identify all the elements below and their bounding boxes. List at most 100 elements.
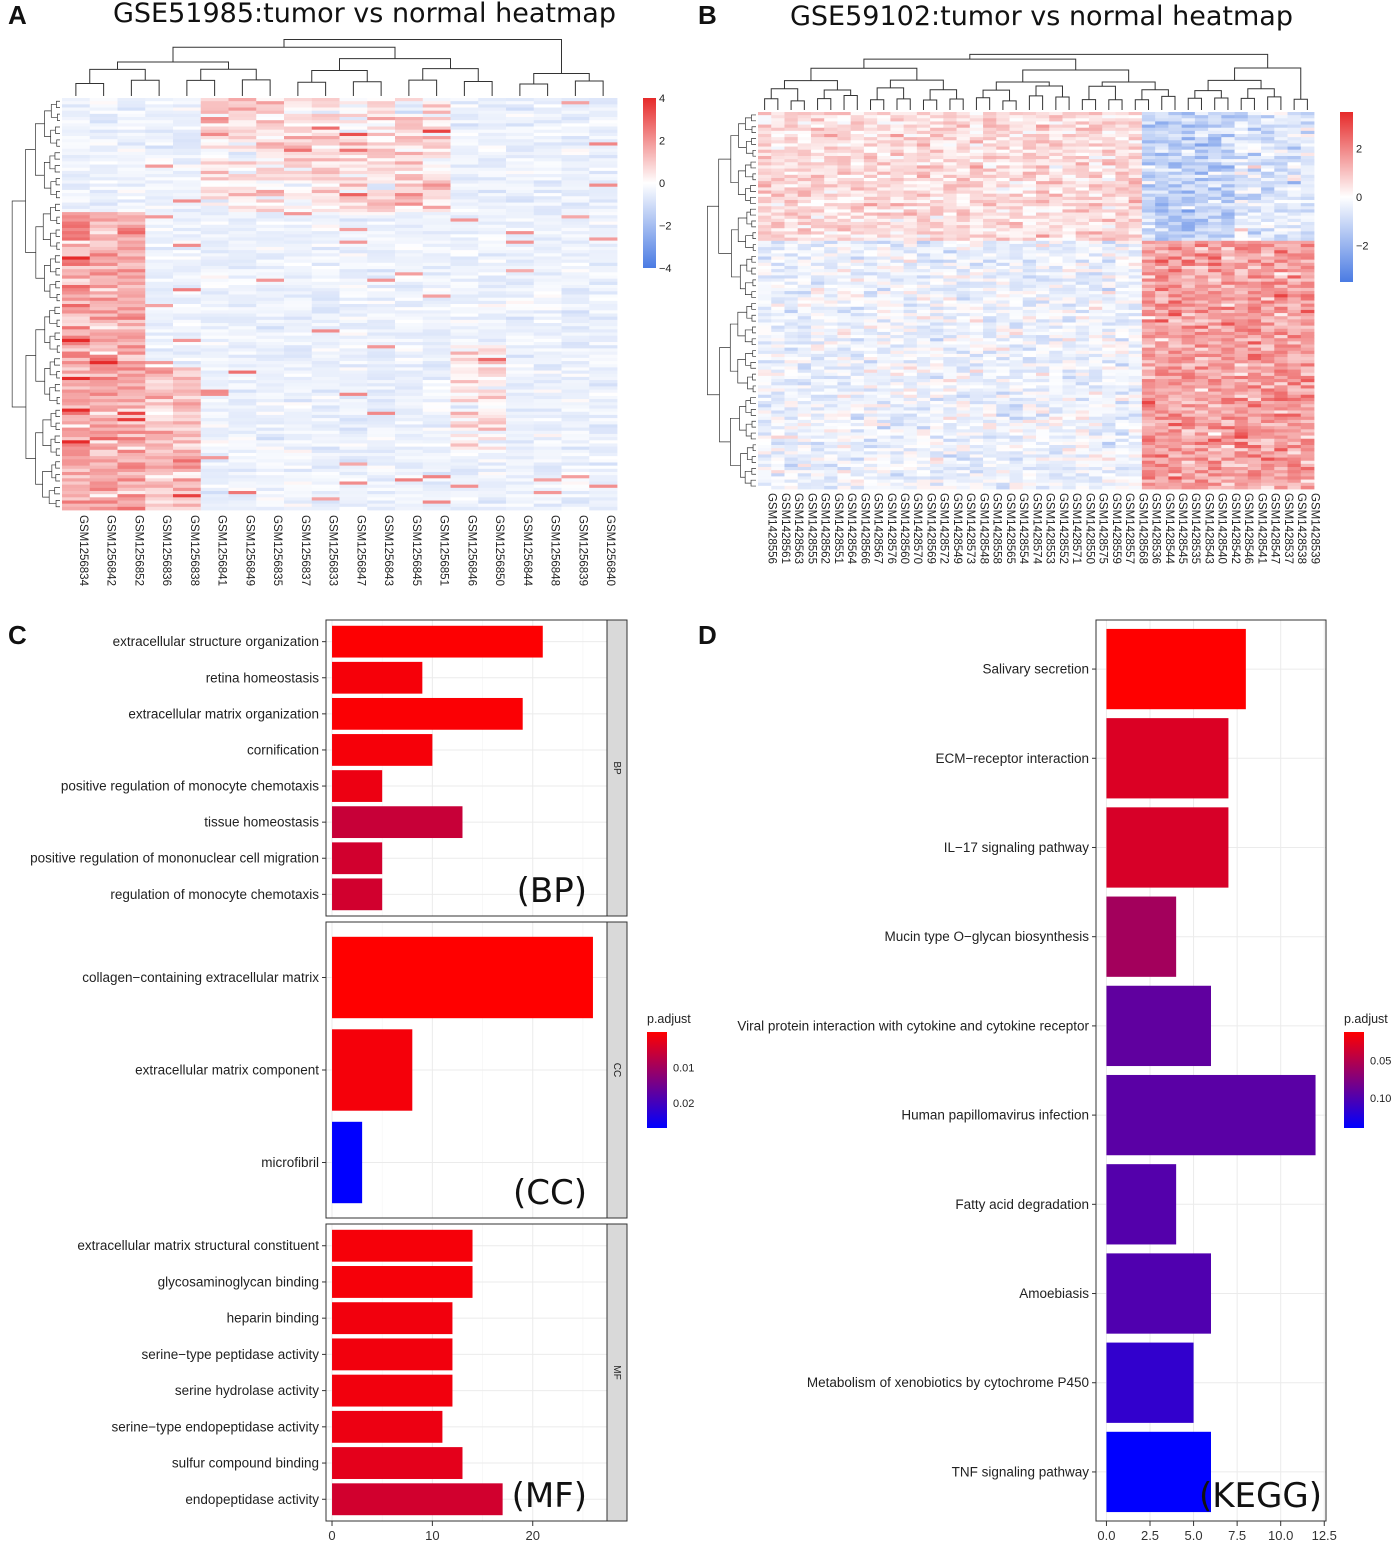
heatmap-b-cell bbox=[837, 247, 852, 251]
heatmap-b-cell bbox=[1141, 130, 1156, 135]
heatmap-b-cell bbox=[1221, 140, 1235, 144]
heatmap-b-cell bbox=[1036, 184, 1050, 188]
heatmap-b-cell bbox=[1274, 209, 1288, 213]
heatmap-a-cell bbox=[561, 414, 590, 419]
heatmap-a-cell bbox=[200, 329, 229, 333]
heatmap-b-cell bbox=[1102, 221, 1116, 226]
heatmap-a-cell bbox=[533, 113, 562, 118]
heatmap-a-cell bbox=[339, 490, 368, 495]
heatmap-a-cell bbox=[422, 278, 451, 283]
heatmap-a-cell bbox=[478, 202, 507, 207]
heatmap-a-cell bbox=[561, 275, 590, 280]
heatmap-a-cell bbox=[339, 167, 368, 172]
heatmap-a-cell bbox=[284, 481, 313, 486]
heatmap-b-cell bbox=[1221, 221, 1235, 226]
heatmap-b-cell bbox=[810, 174, 825, 179]
heatmap-b-cell bbox=[837, 250, 852, 254]
heatmap-b-cell bbox=[996, 137, 1010, 141]
heatmap-a-cell bbox=[422, 170, 451, 175]
heatmap-b-cell bbox=[1128, 199, 1143, 204]
heatmap-a-cell bbox=[145, 256, 174, 261]
heatmap-a-cell bbox=[339, 202, 368, 207]
heatmap-a-cell bbox=[145, 383, 174, 387]
heatmap-a-cell bbox=[173, 208, 202, 213]
heatmap-a-cell bbox=[367, 405, 396, 409]
heatmap-b-cell bbox=[1088, 165, 1103, 169]
heatmap-a-cell bbox=[62, 342, 91, 346]
heatmap-a-cell bbox=[561, 291, 590, 295]
heatmap-a-cell bbox=[395, 383, 424, 387]
heatmap-b-cell bbox=[1208, 262, 1222, 267]
heatmap-a-cell bbox=[589, 170, 618, 175]
heatmap-b-cell bbox=[824, 181, 838, 185]
heatmap-a-cell bbox=[589, 506, 618, 511]
heatmap-b-cell bbox=[810, 206, 825, 210]
heatmap-a-cell bbox=[589, 237, 618, 242]
heatmap-a-cell bbox=[311, 300, 340, 305]
heatmap-b-cell bbox=[1234, 203, 1249, 207]
heatmap-a-cell bbox=[200, 186, 229, 191]
heatmap-a-cell bbox=[228, 373, 257, 378]
heatmap-a-cell bbox=[89, 117, 118, 121]
heatmap-a-cell bbox=[117, 456, 146, 460]
heatmap-a-cell bbox=[145, 443, 174, 448]
heatmap-b-cell bbox=[943, 118, 957, 122]
heatmap-a-cell bbox=[533, 389, 562, 394]
heatmap-a-cell bbox=[256, 284, 285, 289]
heatmap-b-cell bbox=[930, 256, 944, 261]
heatmap-a-cell bbox=[339, 471, 368, 476]
dendrogram-branch bbox=[43, 162, 51, 189]
heatmap-a-cell bbox=[311, 265, 340, 270]
heatmap-a-cell bbox=[173, 294, 202, 299]
heatmap-b-cell bbox=[996, 218, 1010, 223]
heatmap-b-cell bbox=[1261, 209, 1275, 213]
heatmap-b-cell bbox=[1062, 206, 1077, 210]
heatmap-b-cell bbox=[1168, 118, 1183, 122]
heatmap-a-cell bbox=[478, 269, 507, 273]
heatmap-b-cell bbox=[943, 181, 957, 185]
heatmap-a-cell bbox=[367, 326, 396, 330]
heatmap-b-cell bbox=[956, 165, 971, 169]
heatmap-b-cell bbox=[930, 259, 944, 264]
heatmap-b-cell bbox=[943, 165, 957, 169]
heatmap-a-cell bbox=[311, 281, 340, 286]
heatmap-a-cell bbox=[533, 456, 562, 460]
heatmap-a-cell bbox=[311, 386, 340, 390]
heatmap-b-cell bbox=[1155, 243, 1169, 248]
heatmap-b-cell bbox=[771, 115, 785, 119]
heatmap-a-cell bbox=[506, 414, 535, 419]
heatmap-b-cell bbox=[1088, 228, 1103, 232]
heatmap-b-cell bbox=[1247, 225, 1262, 229]
heatmap-a-cell bbox=[89, 367, 118, 371]
heatmap-b-cell bbox=[1009, 130, 1024, 135]
heatmap-a-cell bbox=[395, 475, 424, 479]
heatmap-b-cell bbox=[1221, 228, 1235, 232]
heatmap-a-cell bbox=[367, 367, 396, 371]
heatmap-a-cell bbox=[589, 284, 618, 289]
heatmap-b-cell bbox=[1181, 115, 1196, 119]
heatmap-a-cell bbox=[589, 120, 618, 124]
heatmap-a-cell bbox=[589, 300, 618, 305]
heatmap-b-cell bbox=[1022, 146, 1037, 151]
heatmap-a-cell bbox=[367, 351, 396, 356]
heatmap-a-cell bbox=[561, 490, 590, 495]
heatmap-b-cell bbox=[1075, 115, 1090, 119]
heatmap-a-cell bbox=[339, 129, 368, 134]
heatmap-b-cell bbox=[877, 190, 891, 195]
heatmap-a-cell bbox=[478, 319, 507, 324]
heatmap-a-cell bbox=[533, 101, 562, 105]
heatmap-b-cell bbox=[1221, 272, 1235, 276]
heatmap-b-cell bbox=[1300, 152, 1315, 157]
dendrogram-branch bbox=[25, 355, 36, 459]
heatmap-a-cell bbox=[117, 186, 146, 191]
heatmap-b-cell bbox=[1009, 272, 1024, 276]
heatmap-a-cell bbox=[62, 408, 91, 413]
heatmap-a-cell bbox=[589, 373, 618, 378]
heatmap-b-cell bbox=[996, 171, 1010, 176]
heatmap-b-cell bbox=[1022, 130, 1037, 135]
heatmap-b-cell bbox=[1247, 206, 1262, 210]
heatmap-a-cell bbox=[89, 361, 118, 365]
heatmap-b-cell bbox=[824, 155, 838, 160]
heatmap-a-cell bbox=[228, 193, 257, 197]
heatmap-b-cell bbox=[1128, 177, 1143, 182]
